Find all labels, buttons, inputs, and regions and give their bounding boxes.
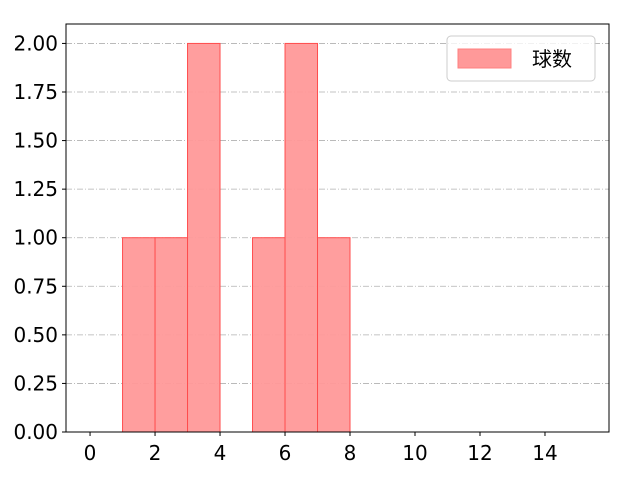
legend-label: 球数 — [532, 47, 572, 71]
x-tick-label: 10 — [402, 441, 427, 465]
y-tick-label: 2.00 — [13, 31, 58, 55]
y-tick-label: 1.50 — [13, 129, 58, 153]
x-tick-label: 8 — [344, 441, 357, 465]
y-tick-label: 0.25 — [13, 371, 58, 395]
histogram-bar — [187, 42, 221, 433]
y-tick-label: 0.00 — [13, 420, 58, 444]
plot-frame — [65, 23, 610, 433]
x-tick-label: 0 — [84, 441, 97, 465]
x-tick-label: 14 — [532, 441, 557, 465]
x-tick-label: 12 — [467, 441, 492, 465]
y-axis: 0.00 0.25 0.50 0.75 1.00 1.25 1.50 1.75 2.00 — [13, 31, 66, 444]
bars — [122, 42, 351, 433]
x-tick-label: 6 — [279, 441, 292, 465]
x-axis: 0 2 4 6 8 10 12 14 — [84, 432, 558, 465]
histogram-bar — [284, 42, 319, 433]
histogram-bar — [252, 237, 286, 433]
y-tick-label: 1.75 — [13, 80, 58, 104]
legend: 球数 — [446, 35, 596, 82]
histogram-bar — [154, 237, 189, 433]
histogram-bar — [317, 237, 351, 433]
x-tick-label: 4 — [214, 441, 227, 465]
y-tick-label: 1.00 — [13, 226, 58, 250]
y-tick-label: 1.25 — [13, 177, 58, 201]
histogram-bar — [122, 237, 156, 433]
y-tick-label: 0.75 — [13, 274, 58, 298]
x-tick-label: 2 — [149, 441, 162, 465]
legend-swatch — [457, 48, 512, 69]
y-tick-label: 0.50 — [13, 323, 58, 347]
legend-box — [446, 35, 596, 82]
